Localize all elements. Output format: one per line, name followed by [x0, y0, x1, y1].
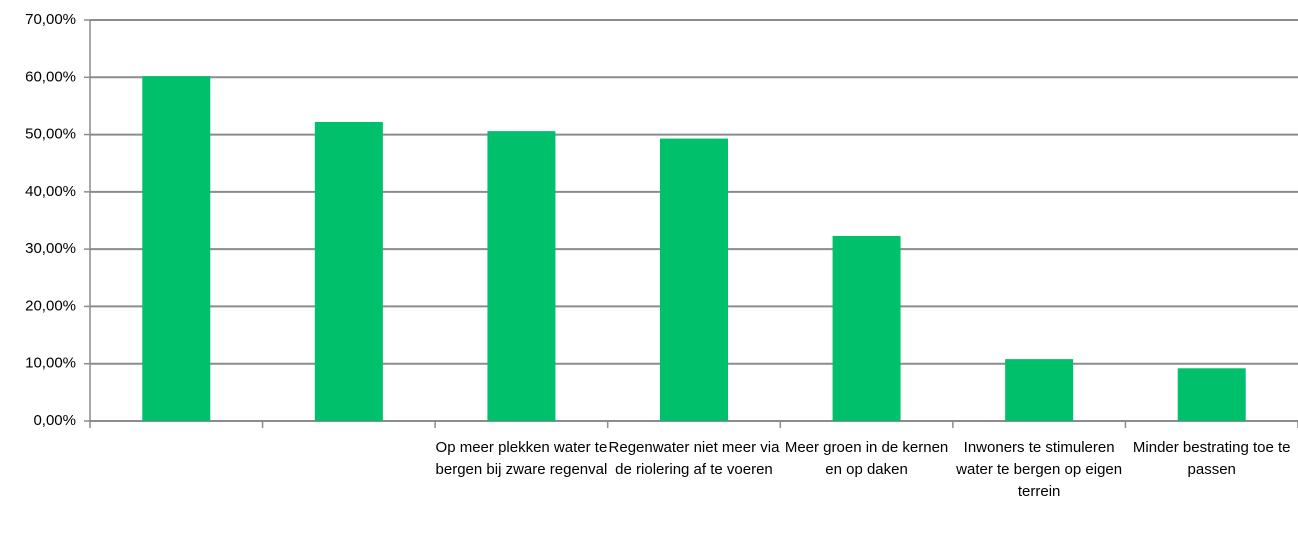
y-tick-label: 0,00%	[33, 412, 76, 429]
y-tick-label: 30,00%	[25, 240, 76, 257]
x-tick-label: Op meer plekken water te bergen bij zwar…	[435, 439, 608, 478]
bar	[1005, 359, 1074, 421]
x-tick-label: Minder bestrating toe te passen	[1132, 439, 1291, 478]
y-tick-label: 50,00%	[25, 126, 76, 143]
bar	[314, 121, 383, 422]
bar	[1177, 368, 1246, 421]
bar	[832, 235, 901, 421]
y-tick-label: 70,00%	[25, 11, 76, 28]
x-tick-label: Regenwater niet meer via de riolering af…	[608, 439, 780, 478]
y-tick-label: 20,00%	[25, 297, 76, 314]
x-tick-label: Inwoners te stimuleren water te bergen o…	[956, 439, 1123, 500]
y-tick-label: 60,00%	[25, 68, 76, 85]
x-tick-label: Meer groen in de kernen en op daken	[784, 439, 949, 478]
y-tick-label: 40,00%	[25, 183, 76, 200]
bar	[142, 76, 211, 421]
bar	[487, 131, 556, 422]
bar	[660, 138, 728, 421]
y-tick-label: 10,00%	[25, 355, 76, 372]
